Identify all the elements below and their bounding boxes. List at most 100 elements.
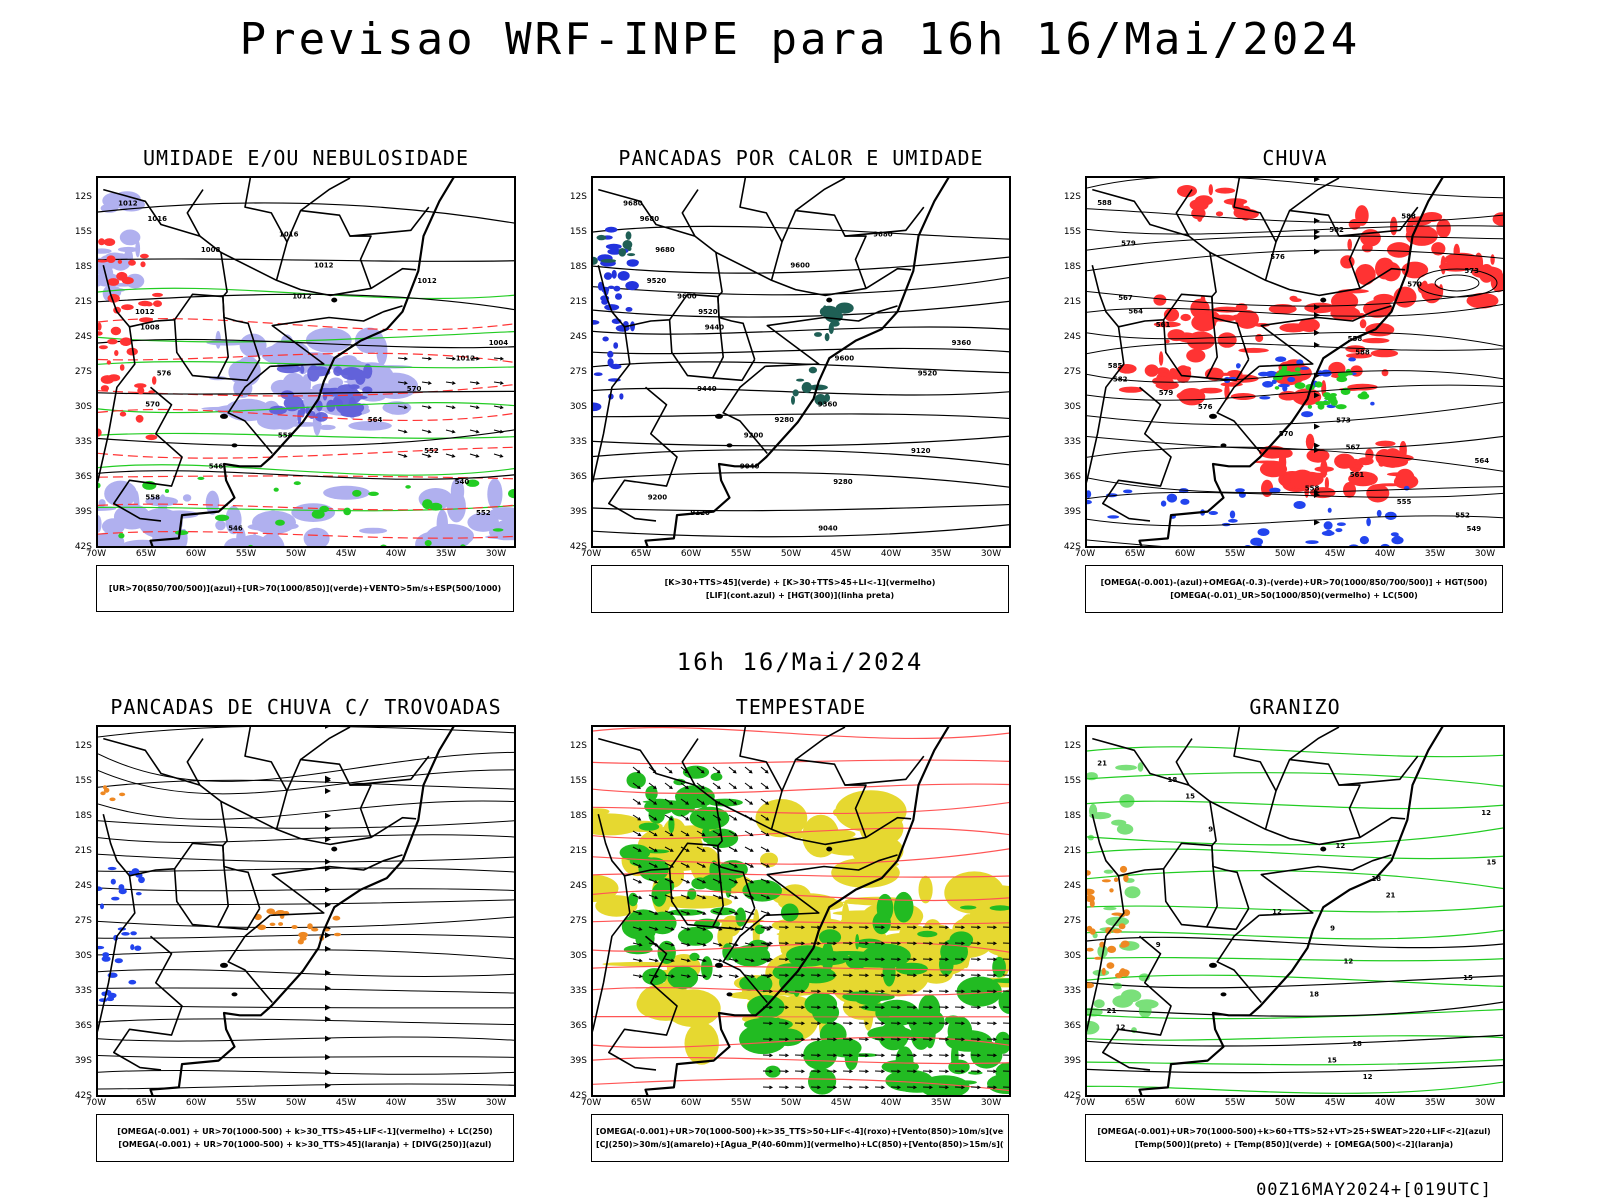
shade-blob (593, 256, 598, 265)
shade-blob (1348, 471, 1378, 487)
border-line (1209, 251, 1406, 297)
latitude-ticks: 12S 15S 18S 21S 24S 27S 30S 33S 36S 39S 42S (1051, 725, 1081, 1101)
wind-vector (922, 925, 934, 930)
wind-vector (760, 878, 771, 884)
wind-vector (728, 798, 738, 805)
shade-blob (380, 544, 387, 546)
shade-blob (1107, 945, 1117, 953)
shade-blob (1281, 364, 1288, 372)
contour-label: 585 (1108, 362, 1123, 370)
shade-blob (822, 837, 875, 856)
contour-label: 552 (476, 509, 491, 517)
shade-blob (1337, 372, 1349, 378)
streamline (98, 1036, 514, 1042)
shade-blob (1391, 536, 1404, 545)
wind-vector (858, 957, 870, 962)
wind-vector (762, 989, 774, 994)
contour-label: 15 (1185, 792, 1195, 800)
wind-vector (826, 941, 838, 946)
map-plot (591, 725, 1011, 1097)
lat-tick-label: 33S (74, 437, 92, 447)
wind-vector (712, 974, 723, 979)
contour-label: 9 (1156, 941, 1161, 949)
wind-vector (970, 925, 982, 930)
shade-blob (104, 287, 121, 296)
lon-tick-label: 60W (185, 549, 207, 559)
wind-vector (970, 1037, 982, 1042)
wind-vector (760, 814, 770, 821)
wind-vector (397, 429, 408, 434)
shade-blob (102, 952, 110, 958)
wind-vector (712, 942, 723, 947)
lon-tick-label: 40W (880, 1098, 902, 1108)
shade-blob (1168, 368, 1178, 378)
shade-blob (1123, 874, 1129, 882)
wind-vector (890, 1037, 902, 1042)
shade-blob (1087, 834, 1094, 841)
shade-blob (960, 905, 977, 910)
wind-vector (810, 1037, 822, 1042)
shade-blob (1087, 1020, 1100, 1035)
wind-vector (680, 782, 689, 790)
shade-blob (1087, 499, 1092, 505)
contour-line (593, 435, 1009, 447)
contour-line (1087, 848, 1503, 860)
lat-tick-label: 30S (1063, 402, 1081, 412)
shade-blob (261, 344, 306, 365)
shade-blob (593, 320, 600, 325)
wind-vector (842, 1053, 854, 1058)
shade-blob (1262, 381, 1274, 388)
lat-tick-label: 12S (1063, 741, 1081, 751)
border-line (103, 188, 261, 360)
legend-line: [OMEGA(-0.001)+UR>70(1000-500)+k>60+TTS>… (1097, 1127, 1491, 1136)
contour-label: 9360 (818, 401, 838, 409)
country-borders (98, 727, 455, 1095)
border-line (681, 189, 699, 237)
shade-blob (1378, 460, 1385, 467)
wind-vector (696, 878, 707, 884)
contour-line (593, 347, 1009, 355)
wind-vector (664, 782, 673, 790)
shade-blob (947, 1016, 973, 1047)
lat-tick-label: 42S (569, 1091, 587, 1101)
wind-vector (760, 782, 769, 790)
shade-blob (735, 907, 746, 927)
contour-label: 558 (1305, 484, 1320, 492)
contour-label: 582 (1113, 376, 1128, 384)
contour-line (593, 524, 1009, 538)
wind-vector (858, 941, 870, 946)
contour-line (98, 293, 514, 311)
shade-blob (1208, 184, 1213, 196)
shade-blob (1405, 225, 1438, 246)
shade-blob (1087, 870, 1091, 876)
shade-blob (215, 514, 230, 521)
streamline (1087, 477, 1503, 494)
shade-blob (722, 943, 734, 961)
shade-blob (134, 945, 142, 951)
shade-blob (644, 798, 676, 815)
shade-blob (1314, 381, 1323, 388)
wind-vector (778, 1085, 790, 1090)
panel-title: TEMPESTADE (735, 695, 867, 719)
shade-blob (1321, 530, 1335, 536)
shade-blob (100, 791, 106, 796)
lon-tick-label: 40W (385, 1098, 407, 1108)
shade-blob (1281, 370, 1292, 376)
shade-blob (1123, 489, 1133, 494)
shade-blob (1113, 877, 1119, 882)
shade-blob (336, 399, 359, 415)
wind-vector (664, 942, 675, 947)
shade-blob (215, 520, 226, 531)
streamline-arrow (1314, 311, 1320, 318)
wind-vector (445, 429, 456, 434)
lat-tick-label: 36S (569, 1021, 587, 1031)
lon-tick-label: 50W (285, 1098, 307, 1108)
contour-label: 564 (368, 416, 383, 424)
map-svg: 1012 1016 1016 1008 1012 1012 1012 1012 1008 1004… (98, 178, 514, 546)
contour-line (98, 338, 514, 349)
shade-blob (450, 478, 465, 505)
lake-mark (331, 846, 338, 852)
wind-vector (890, 1005, 902, 1010)
contour-line (593, 503, 1009, 512)
shade-blob (1366, 484, 1390, 503)
